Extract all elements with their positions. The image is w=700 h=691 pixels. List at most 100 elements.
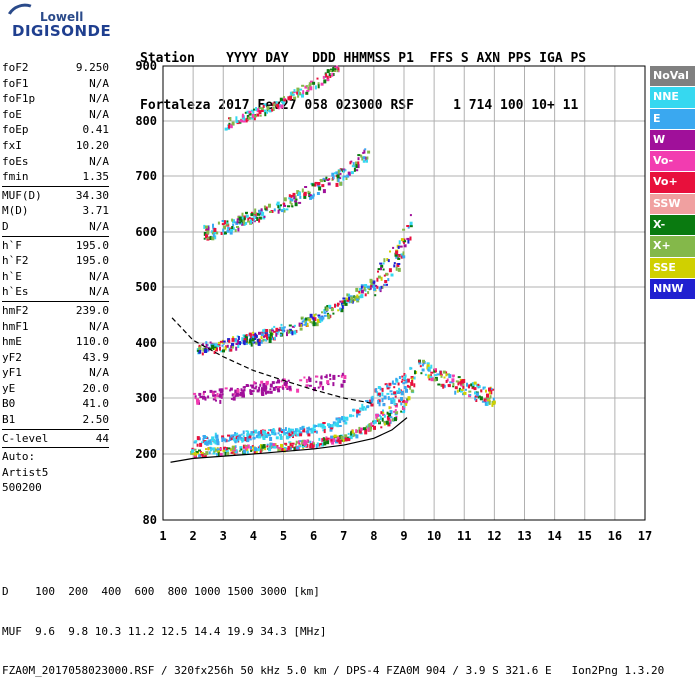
echo-point [291, 444, 294, 448]
echo-point [360, 289, 364, 294]
echo-point [227, 451, 230, 456]
echo-point [403, 240, 407, 243]
echo-point [406, 398, 409, 402]
echo-point [263, 335, 266, 338]
echo-point [350, 171, 354, 175]
echo-point [263, 328, 266, 332]
echo-point [407, 225, 410, 229]
echo-point [315, 444, 318, 448]
echo-point [219, 393, 222, 398]
echo-point [231, 226, 234, 229]
echo-point [321, 184, 325, 188]
echo-point [299, 379, 303, 382]
echo-point [275, 381, 278, 384]
echo-point [216, 441, 220, 446]
echo-point [266, 106, 270, 111]
echo-point [308, 191, 311, 194]
echo-point [243, 437, 247, 441]
ionogram-chart: 1 2 3 4 5 6 7 8 9 10 11 12 13 14 15 16 17802003004005006… [135, 59, 652, 543]
echo-point [360, 285, 363, 289]
echo-point [383, 414, 386, 418]
echo-point [334, 172, 336, 175]
echo-point [307, 317, 310, 320]
y-tick-label: 700 [135, 169, 157, 183]
echo-point [477, 383, 480, 386]
echo-point [492, 397, 495, 401]
y-tick-label: 300 [135, 391, 157, 405]
echo-point [368, 427, 372, 432]
echo-point [233, 449, 237, 452]
echo-point [228, 122, 231, 125]
echo-point [257, 448, 260, 452]
echo-point [337, 69, 340, 73]
echo-point [381, 398, 384, 403]
x-tick-label: 9 [400, 529, 407, 543]
echo-point [271, 429, 274, 434]
echo-point [262, 338, 265, 342]
echo-point [243, 217, 246, 221]
echo-point [336, 65, 338, 69]
echo-point [295, 443, 297, 446]
echo-point [445, 380, 448, 383]
echo-point [312, 81, 316, 85]
echo-point [337, 178, 340, 183]
echo-point [254, 215, 257, 219]
echo-point [247, 217, 250, 221]
echo-point [237, 339, 240, 344]
echo-point [299, 88, 303, 91]
echo-point [346, 299, 350, 302]
param-label: yF1 [2, 366, 22, 380]
echo-point [283, 97, 286, 100]
echo-point [330, 68, 333, 71]
echo-point [398, 376, 401, 379]
echo-point [256, 217, 259, 221]
echo-point [356, 294, 359, 298]
param-row: hmF1 N/A [2, 319, 109, 335]
echo-point [283, 96, 285, 99]
echo-point [457, 376, 461, 379]
echo-point [291, 91, 294, 95]
echo-point [433, 368, 437, 373]
echo-point [238, 341, 241, 346]
echo-point [448, 374, 452, 379]
echo-point [272, 386, 276, 391]
echo-point [249, 390, 253, 394]
echo-point [287, 96, 291, 101]
echo-point [339, 172, 342, 175]
param-row: hmF2 239.0 [2, 303, 109, 319]
echo-point [350, 299, 353, 303]
echo-point [321, 386, 324, 391]
echo-point [312, 317, 315, 321]
legend-item-nne: NNE [650, 87, 695, 109]
echo-point [396, 390, 399, 393]
echo-point [308, 384, 312, 387]
echo-point [281, 384, 284, 389]
echo-point [369, 287, 372, 290]
echo-point [414, 370, 416, 375]
echo-point [303, 318, 306, 323]
echo-point [367, 150, 371, 154]
echo-point [355, 169, 359, 172]
echo-point [466, 382, 468, 387]
echo-point [309, 86, 313, 91]
echo-point [272, 330, 276, 333]
echo-point [377, 268, 381, 271]
echo-point [387, 278, 390, 282]
echo-point [313, 314, 316, 317]
echo-point [376, 413, 379, 417]
echo-point [280, 204, 282, 207]
param-label: hmE [2, 335, 22, 349]
param-value: 20.0 [82, 381, 110, 395]
echo-point [283, 432, 287, 436]
echo-point [294, 195, 297, 199]
echo-point [452, 383, 455, 386]
echo-point [461, 383, 464, 386]
echo-point [485, 399, 488, 402]
echo-point [233, 451, 236, 456]
echo-point [320, 82, 324, 86]
echo-point [326, 440, 330, 445]
echo-point [332, 382, 335, 387]
echo-point [358, 426, 361, 430]
echo-point [491, 388, 495, 391]
echo-point [369, 399, 373, 403]
